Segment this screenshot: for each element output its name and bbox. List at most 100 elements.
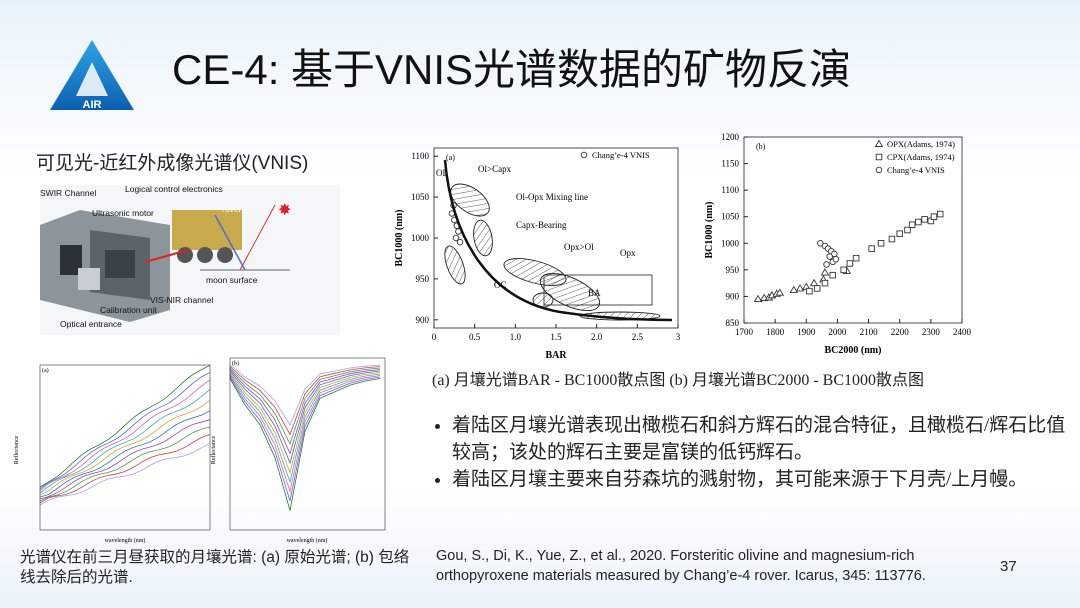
instrument-label: Calibration unit [100,305,157,315]
x-tick-label: 1.5 [550,332,562,342]
point [817,240,824,247]
axes-frame [433,147,679,329]
region [473,219,493,257]
x-tick-label: 2000 [828,327,847,337]
point [829,271,837,279]
point [846,260,854,267]
point [452,234,460,242]
spectrum-line [229,373,381,502]
spectrum-line [229,369,381,465]
x-tick-label: 1800 [766,327,785,337]
y-tick-label: 1100 [721,185,739,195]
spectrum-line [39,410,211,498]
point [821,279,829,287]
spectrum-line [229,367,381,446]
spectrum-line [39,389,211,494]
annotation: Capx-Bearing [516,220,567,230]
legend-label: Chang’e-4 VNIS [887,165,945,175]
panel-label: (b) [232,360,239,367]
annotation: Ol>Capx [478,164,512,174]
point [888,235,896,243]
x-tick-label: 2100 [860,327,879,337]
spectrum-line [39,419,211,500]
point [795,284,805,292]
panel-label: (a) [446,153,455,162]
x-tick-label: 0.5 [469,332,481,342]
mixing-line [443,159,673,322]
x-tick-label: 2200 [891,327,910,337]
spectrum-line [229,374,381,511]
panel-label: (b) [756,142,766,151]
spectra-figure: (a) (b) Reflectance Reflectance wavelength (… [13,357,386,544]
panel-label: (a) [42,367,49,374]
spectrum-line [229,372,381,494]
x-tick-label: 1700 [735,327,754,337]
instrument-label: VIS-NIR channel [150,295,213,305]
legend-marker [580,151,588,159]
x-tick-label: 2300 [922,327,941,337]
legend-marker [875,166,883,174]
region [543,274,653,306]
x-axis-title: wavelength (nm) [105,537,146,544]
y-axis-title: BC1000 (nm) [394,210,405,267]
point [840,266,847,274]
annotation: OL [436,168,448,178]
spectrum-line [39,426,211,502]
spectrum-line [39,372,211,490]
legend-marker [875,153,883,161]
instrument-label: Logical control electronics [125,184,223,194]
x-tick-label: 2400 [953,327,972,337]
instrument-label: SWIR Channel [40,188,96,198]
x-tick-label: 1900 [797,327,816,337]
point [753,294,763,303]
point [820,268,830,276]
y-tick-label: 850 [726,318,740,328]
point [936,210,944,218]
spectrum-line [229,364,381,426]
point [921,216,928,223]
x-tick-label: 1.0 [510,332,522,342]
page-number: 37 [1000,558,1017,575]
y-tick-label: 1050 [721,212,740,222]
spectrum-line [229,366,381,436]
instrument-label: Optical entrance [60,319,122,329]
legend-label: Chang’e-4 VNIS [592,150,650,160]
y-tick-label: 1100 [411,151,429,161]
figure-caption: (a) 月壤光谱BAR - BC1000散点图 (b) 月壤光谱BC2000 -… [432,372,925,389]
y-axis-title: BC1000 (nm) [704,202,715,259]
point [852,254,860,262]
plot-b: 1700 1800 1900 2000 2100 2200 2300 2400 850 900 95… [704,132,972,356]
instrument-label: rover [222,204,242,214]
point [813,285,821,292]
region [444,245,466,285]
y-tick-label: 1000 [721,238,740,248]
bullet: 着陆区月壤主要来自芬森坑的溅射物，其可能来源于下月壳/上月幔。 [452,466,1072,493]
reference: Gou, S., Di, K., Yue, Z., et al., 2020. … [436,548,926,584]
annotation: Opx [620,248,636,258]
region [450,183,490,217]
x-tick-label: 2.0 [591,332,603,342]
axes-frame [39,364,211,531]
logo-text: AIR [83,99,102,111]
annotation: Ol-Opx Mixing line [516,192,588,202]
spectrum-line [39,442,211,506]
point [775,288,785,296]
point [908,221,916,228]
y-axis-title: Reflectance [13,436,20,465]
point [868,245,875,252]
point [826,253,833,260]
legend-label: OPX(Adams, 1974) [887,139,955,149]
instrument-caption: 可见光-近红外成像光谱仪(VNIS) [36,153,309,174]
y-tick-label: 1200 [721,132,740,142]
x-tick-label: 2.5 [632,332,644,342]
spectra-caption: 光谱仪在前三月昼获取的月壤光谱: (a) 原始光谱; (b) 包络线去除后的光谱… [20,549,410,586]
y-tick-label: 1050 [411,192,430,202]
point [806,287,813,295]
spectrum-line [229,371,381,484]
point [456,238,464,246]
point [896,230,903,237]
spectrum-line [39,399,211,496]
point [904,226,911,234]
point [823,261,830,268]
